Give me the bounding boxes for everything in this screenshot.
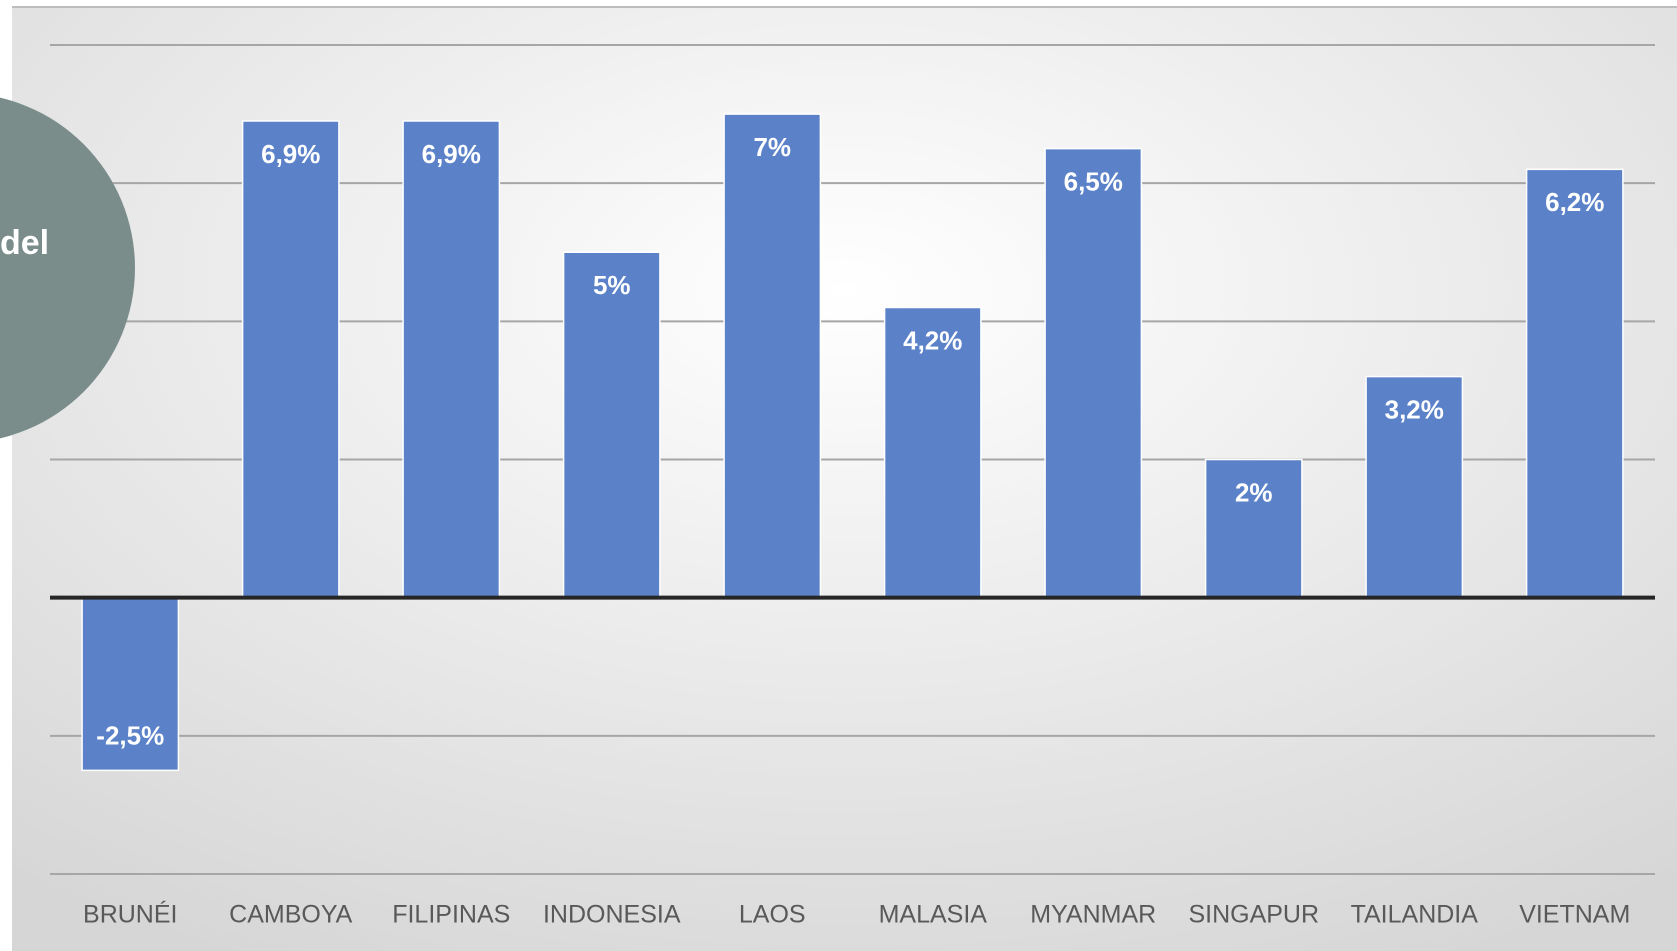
decor-circle bbox=[0, 97, 135, 439]
x-tick-label: LAOS bbox=[739, 901, 806, 929]
data-label: 3,2% bbox=[1385, 394, 1444, 424]
data-label: 5% bbox=[593, 270, 631, 300]
bar bbox=[1525, 168, 1624, 599]
x-tick-label: MYANMAR bbox=[1030, 901, 1156, 929]
bar bbox=[402, 120, 501, 599]
x-tick-label: TAILANDIA bbox=[1351, 901, 1479, 929]
x-tick-label: BRUNÉI bbox=[83, 900, 177, 929]
x-tick-label: INDONESIA bbox=[543, 901, 681, 929]
bar bbox=[723, 113, 822, 599]
data-label: -2,5% bbox=[96, 720, 164, 750]
data-label: 4,2% bbox=[903, 325, 962, 355]
x-tick-label: VIETNAM bbox=[1519, 901, 1630, 929]
bar bbox=[1044, 147, 1143, 599]
data-label: 6,5% bbox=[1064, 167, 1123, 197]
data-label: 6,9% bbox=[422, 139, 481, 169]
data-label: 7% bbox=[753, 132, 791, 162]
bar bbox=[241, 120, 340, 599]
bar bbox=[883, 306, 982, 599]
x-tick-label: MALASIA bbox=[879, 901, 988, 929]
bar bbox=[81, 596, 180, 772]
data-label: 6,2% bbox=[1545, 187, 1604, 217]
bar bbox=[1204, 458, 1303, 599]
data-label: 6,9% bbox=[261, 139, 320, 169]
x-tick-label: FILIPINAS bbox=[392, 901, 510, 929]
plot: BRUNÉI -2,5% CAMBOYA 6,9% FILIPINAS 6,9% INDON… bbox=[50, 44, 1655, 929]
annotation: del bbox=[0, 224, 49, 262]
x-tick-label: SINGAPUR bbox=[1188, 901, 1319, 929]
bar bbox=[562, 251, 661, 599]
x-tick-label: CAMBOYA bbox=[229, 901, 352, 929]
bar bbox=[1365, 375, 1464, 599]
data-label: 2% bbox=[1235, 477, 1273, 507]
